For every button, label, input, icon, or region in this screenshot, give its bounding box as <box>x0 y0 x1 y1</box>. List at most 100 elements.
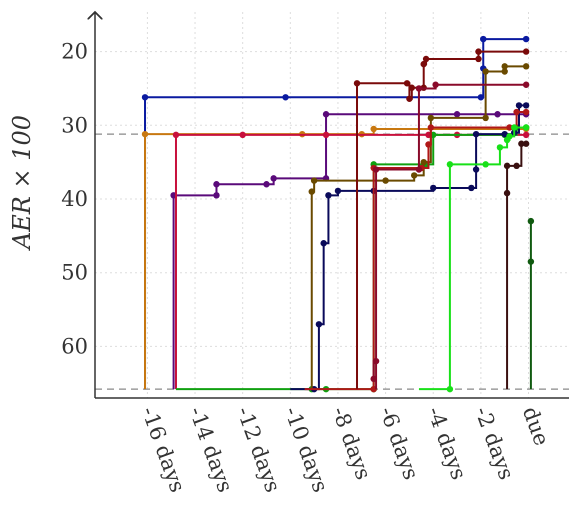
data-point <box>522 131 530 139</box>
data-point <box>425 141 432 148</box>
data-point <box>522 140 530 147</box>
x-tick-labels: -16 days-14 days-12 days-10 days-8 days -… <box>137 404 554 496</box>
series-9 <box>370 81 530 390</box>
data-point <box>263 181 270 188</box>
data-point <box>503 162 511 170</box>
data-point <box>480 35 487 43</box>
data-point <box>472 166 480 173</box>
series-line <box>356 50 527 390</box>
data-point <box>501 68 508 75</box>
x-tick-label: -16 days <box>137 404 190 496</box>
data-point <box>522 124 530 131</box>
data-point <box>427 124 435 131</box>
series-line <box>144 38 527 390</box>
grid <box>95 12 569 398</box>
data-point <box>515 102 523 109</box>
data-point <box>415 85 423 92</box>
data-point <box>430 184 437 192</box>
data-point <box>282 94 289 101</box>
data-point <box>372 357 380 365</box>
y-axis-title: AER × 100 <box>8 115 36 251</box>
data-point <box>522 81 530 88</box>
data-point <box>501 63 508 70</box>
data-point <box>527 258 535 265</box>
reference-lines <box>95 133 569 390</box>
data-point <box>308 188 315 195</box>
x-tick-label: -8 days <box>327 404 375 483</box>
series-8 <box>353 48 530 390</box>
data-point <box>446 385 454 393</box>
data-point <box>427 114 435 122</box>
data-point <box>511 124 518 131</box>
data-point <box>239 131 246 139</box>
data-point <box>482 161 489 168</box>
data-point <box>353 80 361 87</box>
series-line <box>144 127 527 390</box>
data-point <box>468 184 475 192</box>
data-point <box>141 130 149 138</box>
series-11 <box>418 124 530 393</box>
data-point <box>453 111 461 118</box>
data-point <box>477 94 485 101</box>
data-point <box>446 161 454 168</box>
data-point <box>506 124 513 131</box>
data-point <box>320 240 327 247</box>
data-point <box>370 125 377 133</box>
data-point <box>172 131 180 139</box>
data-point <box>503 189 511 197</box>
data-point <box>382 177 389 184</box>
x-tick-label: -6 days <box>375 404 423 483</box>
data-point <box>270 175 277 182</box>
data-point <box>406 95 413 102</box>
data-point <box>213 181 220 188</box>
y-tick-label: 20 <box>61 40 88 64</box>
data-point <box>420 158 427 166</box>
data-point <box>475 55 482 63</box>
data-point <box>315 321 323 328</box>
data-point <box>522 108 530 116</box>
x-tick-label: -12 days <box>232 404 285 496</box>
data-point <box>370 375 377 383</box>
data-point <box>310 177 318 184</box>
y-tick-label: 30 <box>61 113 88 137</box>
data-point <box>432 81 439 88</box>
x-tick-label: -2 days <box>470 404 518 483</box>
y-tick-label: 60 <box>61 334 88 358</box>
data-point <box>522 102 530 109</box>
data-point <box>513 162 520 170</box>
data-point <box>408 84 415 91</box>
data-point <box>527 217 535 225</box>
x-tick-label: -4 days <box>423 404 471 483</box>
x-tick-label: due <box>518 404 554 449</box>
data-point <box>494 111 501 118</box>
data-point <box>422 55 430 63</box>
data-point <box>325 192 332 199</box>
series-line <box>172 113 527 390</box>
axes <box>95 12 569 399</box>
series-10 <box>503 140 530 390</box>
data-point <box>420 60 427 68</box>
data-point <box>522 48 530 55</box>
data-point <box>372 166 380 173</box>
y-tick-labels: 20 30 40 50 60 <box>61 40 88 359</box>
series-0 <box>141 35 530 390</box>
data-point <box>322 131 330 139</box>
series-group <box>141 35 535 393</box>
data-point <box>518 140 525 147</box>
data-point <box>501 130 508 138</box>
series-line <box>506 142 527 390</box>
data-point <box>415 166 423 173</box>
data-point <box>522 63 530 70</box>
data-point <box>475 48 482 55</box>
series-line <box>175 126 527 391</box>
data-point <box>482 114 489 122</box>
data-point <box>472 130 480 138</box>
data-point <box>410 172 418 179</box>
data-point <box>334 187 342 195</box>
y-tick-label: 50 <box>61 261 88 285</box>
data-point <box>141 94 149 101</box>
data-point <box>213 192 220 199</box>
y-tick-label: 40 <box>61 187 88 211</box>
data-point <box>513 108 520 116</box>
x-tick-label: -10 days <box>280 404 333 496</box>
